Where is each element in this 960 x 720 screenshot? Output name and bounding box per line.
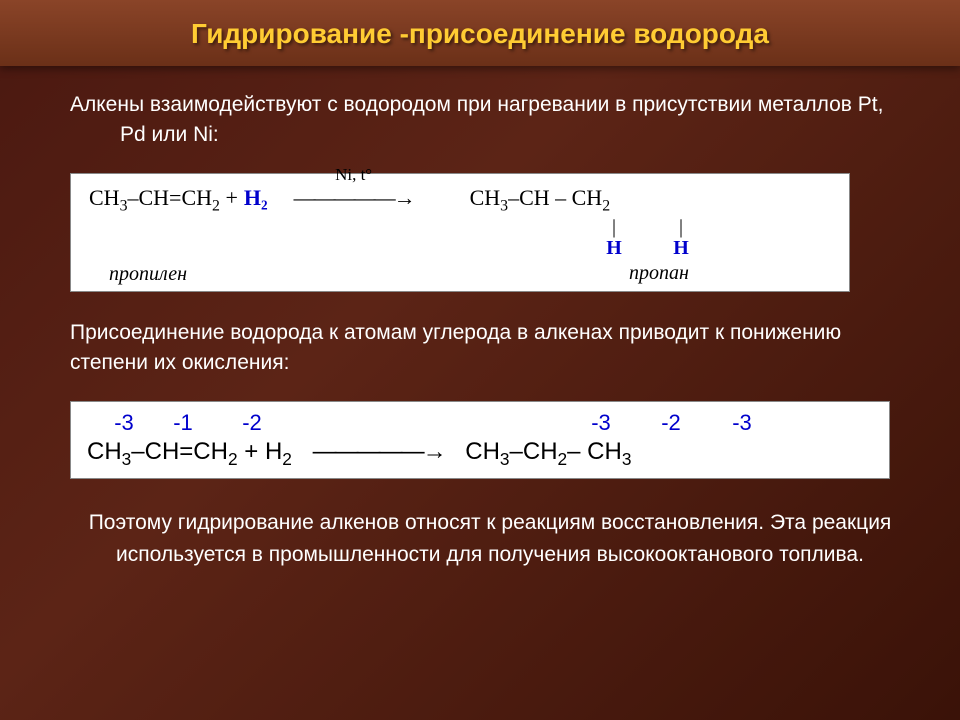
reaction-arrow-2: —————→ [313, 438, 445, 465]
ox-r-3: -3 [712, 410, 772, 436]
slide: Гидрирование -присоединение водорода Алк… [0, 0, 960, 720]
intro-paragraph: Алкены взаимодействуют с водородом при н… [70, 90, 910, 151]
arrow-condition: Ni, t° [335, 164, 372, 186]
reaction-box-2: -3 -1 -2 -3 -2 -3 CH3–CH=CH2 + H2 —————→… [70, 401, 890, 479]
ox-r-1: -3 [572, 410, 630, 436]
reaction-arrow-1: Ni, t° —————→ [294, 184, 414, 213]
reactant-h2: H₂ [244, 184, 268, 213]
ox-r-2: -2 [630, 410, 712, 436]
reaction-2-equation: CH3–CH=CH2 + H2 —————→ CH3–CH2– CH3 [87, 438, 873, 470]
eq2-left: CH3–CH=CH2 + H2 [87, 438, 292, 465]
sub-h-2: H [637, 235, 725, 261]
reaction-box-1: CH3–CH=CH2 + H₂ Ni, t° —————→ CH3–CH – C… [70, 173, 850, 292]
product-propane-main: CH3–CH – CH2 [470, 184, 611, 217]
ox-l-3: -2 [217, 410, 287, 436]
oxidation-numbers-row: -3 -1 -2 -3 -2 -3 [87, 410, 873, 436]
mid-paragraph: Присоединение водорода к атомам углерода… [70, 318, 910, 379]
ox-l-1: -3 [99, 410, 149, 436]
label-propylene: пропилен [109, 263, 187, 286]
eq2-right: CH3–CH2– CH3 [465, 438, 631, 465]
footer-paragraph: Поэтому гидрирование алкенов относят к р… [70, 507, 910, 572]
product-sub-bonds: | H | H [597, 219, 831, 261]
slide-content: Алкены взаимодействуют с водородом при н… [0, 66, 960, 592]
title-bar: Гидрирование -присоединение водорода [0, 0, 960, 66]
slide-title: Гидрирование -присоединение водорода [30, 18, 930, 50]
sub-h-1: H [597, 235, 631, 261]
reaction-1-equation: CH3–CH=CH2 + H₂ Ni, t° —————→ CH3–CH – C… [89, 184, 831, 261]
reactant-propylene: CH3–CH=CH2 + [89, 184, 238, 217]
ox-l-2: -1 [149, 410, 217, 436]
